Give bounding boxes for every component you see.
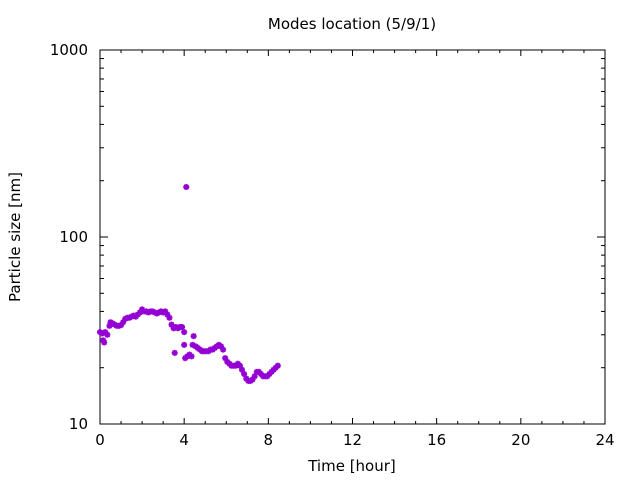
y-tick-label: 10 xyxy=(69,415,88,433)
x-tick-label: 8 xyxy=(264,431,274,449)
data-point xyxy=(220,346,227,353)
x-tick-label: 0 xyxy=(95,431,105,449)
data-point xyxy=(183,184,190,191)
y-axis-label: Particle size [nm] xyxy=(6,172,24,302)
x-tick-label: 4 xyxy=(179,431,189,449)
data-point xyxy=(188,353,195,360)
x-tick-label: 16 xyxy=(427,431,446,449)
axis-tick-labels: 0 4 8 12 16 20 24 10 100 1000 xyxy=(50,41,615,449)
chart-title: Modes location (5/9/1) xyxy=(268,15,436,33)
data-point xyxy=(101,339,108,346)
data-point xyxy=(179,324,186,331)
data-point xyxy=(181,341,188,348)
x-tick-label: 24 xyxy=(595,431,614,449)
y-tick-label: 1000 xyxy=(50,41,88,59)
data-point xyxy=(166,314,173,321)
y-tick-label: 100 xyxy=(59,228,88,246)
data-points xyxy=(97,184,281,384)
data-point xyxy=(104,331,111,338)
data-point xyxy=(181,329,188,336)
x-tick-label: 20 xyxy=(511,431,530,449)
axis-ticks xyxy=(99,49,606,425)
data-point xyxy=(274,362,281,369)
data-point xyxy=(190,333,197,340)
x-tick-label: 12 xyxy=(343,431,362,449)
x-axis-label: Time [hour] xyxy=(307,457,396,475)
plot-frame xyxy=(99,49,606,425)
data-point xyxy=(241,371,248,378)
data-point xyxy=(171,349,178,356)
